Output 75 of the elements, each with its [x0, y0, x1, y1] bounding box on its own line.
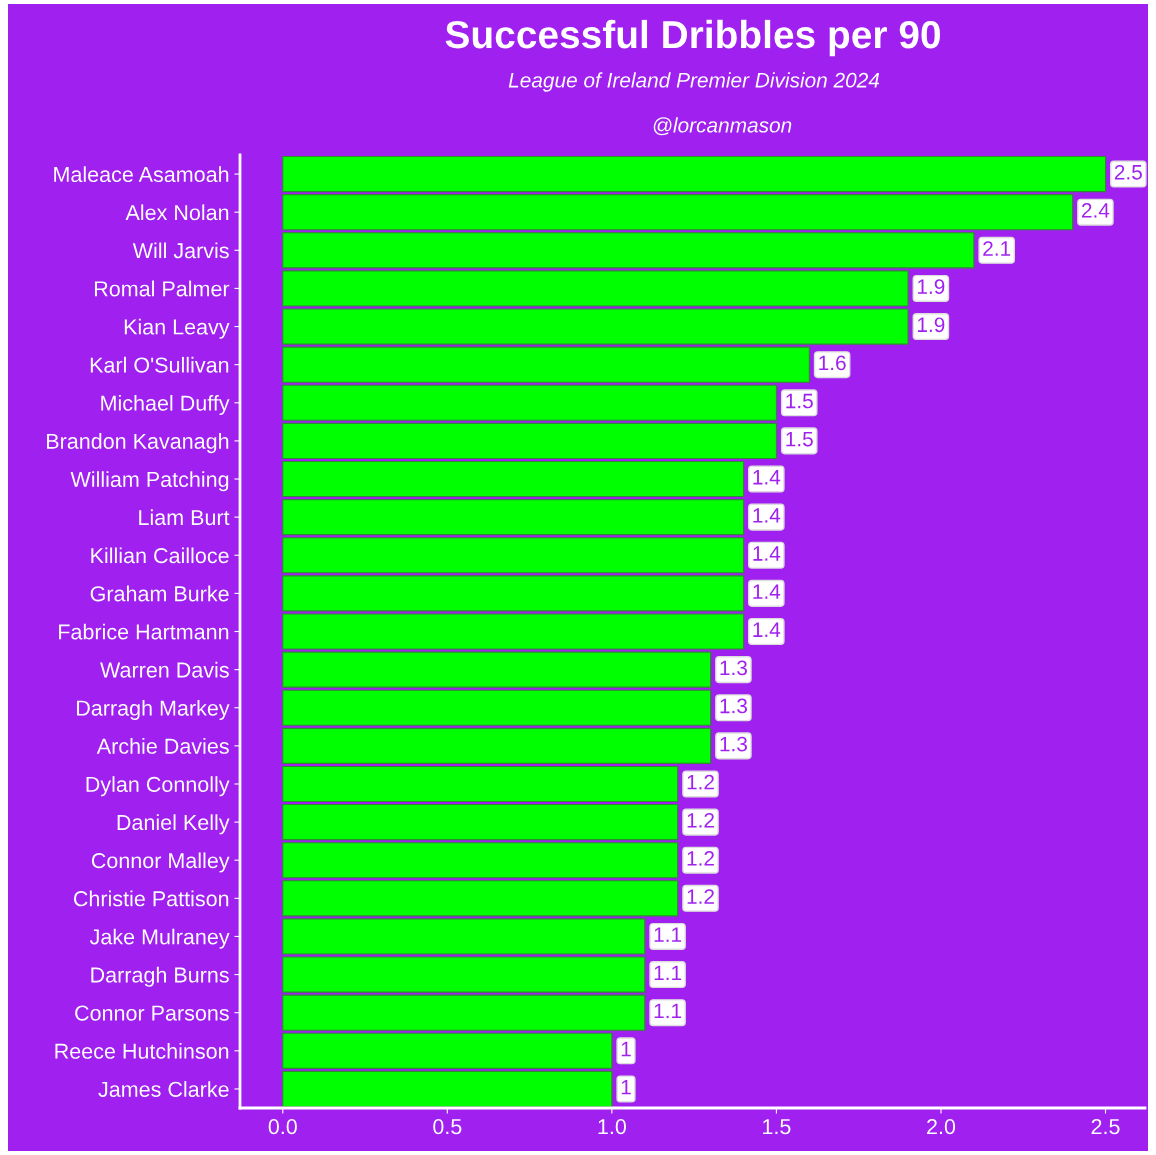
bar	[282, 499, 745, 536]
data-label: 1	[621, 1079, 631, 1095]
y-tick-label: Brandon Kavanagh	[47, 433, 229, 454]
data-label: 1.1	[654, 965, 682, 980]
data-label: 1.1	[654, 1003, 682, 1019]
x-tick-label: 0.5	[433, 1118, 462, 1135]
data-label: 1.5	[786, 431, 813, 447]
y-tick-label: James Clarke	[98, 1081, 229, 1097]
chart-title: Successful Dribbles per 90	[445, 19, 940, 57]
data-label: 1.1	[654, 927, 682, 942]
data-label: 1.2	[687, 774, 714, 790]
y-tick-label: Michael Duffy	[101, 394, 230, 416]
y-tick-label: Graham Burke	[90, 585, 229, 602]
y-tick-label: Christie Pattison	[73, 890, 229, 907]
bar	[282, 804, 679, 841]
data-label: 2.1	[983, 241, 1011, 256]
y-tick-label: Alex Nolan	[125, 204, 229, 221]
y-tick-label: Connor Malley	[91, 852, 230, 873]
x-tick-label: 0.0	[268, 1118, 297, 1135]
data-label: 1.3	[720, 698, 747, 714]
y-tick-label: Dylan Connolly	[86, 776, 230, 797]
bar	[282, 460, 745, 498]
bar	[282, 155, 1107, 193]
data-label: 1.2	[687, 851, 714, 866]
y-tick-label: Warren Davis	[100, 661, 229, 678]
chart-subtitle: League of Ireland Premier Division 2024	[508, 72, 880, 92]
bar	[282, 689, 712, 726]
bar	[282, 384, 777, 421]
y-tick-label: Liam Burt	[139, 509, 230, 526]
bar	[282, 842, 679, 879]
data-label: 1.4	[753, 584, 781, 599]
data-label: 1.2	[687, 812, 714, 828]
y-tick-label: Will Jarvis	[132, 242, 229, 259]
bar	[282, 765, 679, 803]
data-label: 1.9	[917, 317, 945, 333]
y-tick-label: Reece Hutchinson	[55, 1043, 229, 1059]
bar	[282, 194, 1074, 231]
data-label: 1.2	[687, 889, 714, 904]
bar	[282, 232, 975, 269]
data-label: 1.4	[753, 470, 781, 485]
y-tick-label: Karl O'Sullivan	[90, 356, 229, 373]
data-label: 1.3	[720, 660, 747, 676]
data-label: 1.4	[753, 508, 781, 523]
y-tick-label: Jake Mulraney	[89, 928, 230, 949]
bar	[282, 422, 777, 459]
y-tick-label: Connor Parsons	[75, 1005, 229, 1021]
y-tick-label: Darragh Markey	[77, 699, 230, 721]
data-label: 2.5	[1114, 164, 1142, 180]
x-tick-label: 2.5	[1091, 1118, 1120, 1135]
x-tick-label: 1.5	[763, 1119, 791, 1135]
bar	[282, 537, 745, 574]
y-tick-label: William Patching	[70, 471, 229, 492]
y-tick-label: Darragh Burns	[91, 966, 229, 987]
bar	[282, 1070, 613, 1108]
data-label: 1.5	[786, 393, 813, 409]
y-tick-label: Daniel Kelly	[117, 814, 230, 835]
data-label: 1.4	[753, 546, 781, 561]
y-tick-label: Archie Davies	[96, 738, 229, 754]
y-tick-label: Fabrice Hartmann	[59, 623, 229, 640]
data-label: 1.6	[819, 355, 846, 371]
y-tick-label: Kian Leavy	[124, 318, 230, 339]
y-tick-label: Romal Palmer	[94, 280, 230, 297]
data-label: 1.3	[720, 736, 747, 752]
y-tick-label: Maleace Asamoah	[54, 166, 229, 183]
y-tick-label: Killian Cailloce	[91, 547, 229, 564]
bar	[282, 994, 646, 1031]
x-tick-label: 1.0	[598, 1118, 626, 1135]
data-label: 1	[621, 1041, 631, 1057]
x-tick-label: 2.0	[927, 1118, 956, 1135]
text: @lorcanmason	[653, 117, 792, 136]
bar	[282, 1032, 613, 1069]
data-label: 2.4	[1081, 203, 1110, 218]
data-label: 1.9	[917, 279, 945, 295]
data-label: 1.4	[753, 622, 781, 637]
bar	[282, 727, 712, 764]
